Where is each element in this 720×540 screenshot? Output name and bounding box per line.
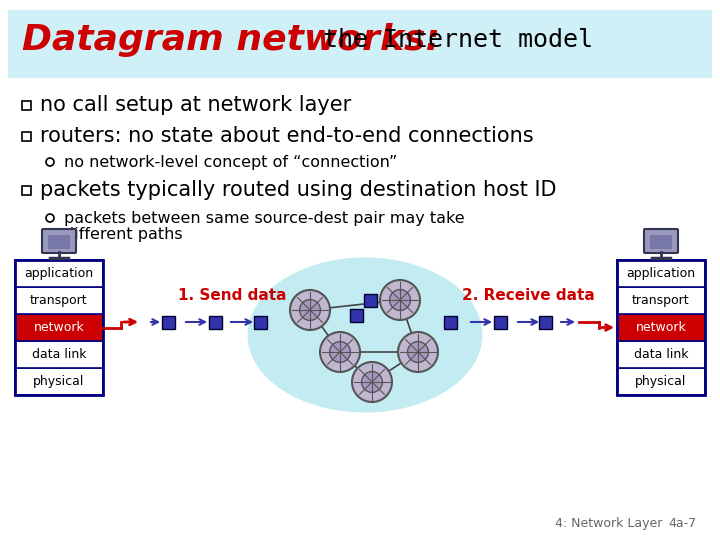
Text: physical: physical (33, 375, 85, 388)
Bar (15, 314, 103, 341)
Bar (48, 235, 70, 249)
Text: 4a-7: 4a-7 (668, 517, 696, 530)
Bar (161, 315, 174, 328)
Bar (617, 368, 705, 395)
Bar (8, 10, 712, 78)
Text: transport: transport (30, 294, 88, 307)
Text: 4: Network Layer: 4: Network Layer (555, 517, 662, 530)
Bar (15, 287, 103, 314)
Bar (444, 315, 456, 328)
Bar (539, 315, 552, 328)
Circle shape (398, 332, 438, 372)
Text: data link: data link (634, 348, 688, 361)
Text: different paths: different paths (64, 226, 183, 241)
Text: packets between same source-dest pair may take: packets between same source-dest pair ma… (64, 211, 464, 226)
Circle shape (352, 362, 392, 402)
Bar (617, 341, 705, 368)
Circle shape (330, 342, 351, 362)
FancyBboxPatch shape (644, 229, 678, 253)
Bar (253, 315, 266, 328)
Circle shape (390, 289, 410, 310)
Text: application: application (626, 267, 696, 280)
Bar (617, 260, 705, 395)
Bar (15, 368, 103, 395)
Text: no network-level concept of “connection”: no network-level concept of “connection” (64, 154, 397, 170)
Circle shape (46, 158, 54, 166)
Bar (493, 315, 506, 328)
Text: 2. Receive data: 2. Receive data (462, 288, 595, 303)
FancyBboxPatch shape (42, 229, 76, 253)
Bar (617, 287, 705, 314)
Text: the Internet model: the Internet model (308, 28, 593, 52)
Bar (209, 315, 222, 328)
Circle shape (408, 342, 428, 362)
Bar (22, 186, 30, 194)
Text: routers: no state about end-to-end connections: routers: no state about end-to-end conne… (40, 126, 534, 146)
Text: network: network (34, 321, 84, 334)
Text: physical: physical (635, 375, 687, 388)
Text: Datagram networks:: Datagram networks: (22, 23, 440, 57)
Bar (617, 314, 705, 341)
Bar (22, 132, 30, 140)
Circle shape (46, 214, 54, 222)
Bar (617, 260, 705, 287)
Circle shape (380, 280, 420, 320)
Circle shape (320, 332, 360, 372)
Circle shape (361, 372, 382, 393)
Bar (15, 341, 103, 368)
Circle shape (290, 290, 330, 330)
Bar (650, 235, 672, 249)
Text: network: network (636, 321, 686, 334)
Text: 1. Send data: 1. Send data (178, 288, 287, 303)
Bar (364, 294, 377, 307)
Text: application: application (24, 267, 94, 280)
Ellipse shape (248, 258, 482, 413)
Bar (22, 100, 30, 110)
Bar (349, 308, 362, 321)
Text: data link: data link (32, 348, 86, 361)
Text: transport: transport (632, 294, 690, 307)
Bar (15, 260, 103, 395)
Text: no call setup at network layer: no call setup at network layer (40, 95, 351, 115)
Circle shape (300, 300, 320, 320)
Text: packets typically routed using destination host ID: packets typically routed using destinati… (40, 180, 557, 200)
Bar (15, 260, 103, 287)
